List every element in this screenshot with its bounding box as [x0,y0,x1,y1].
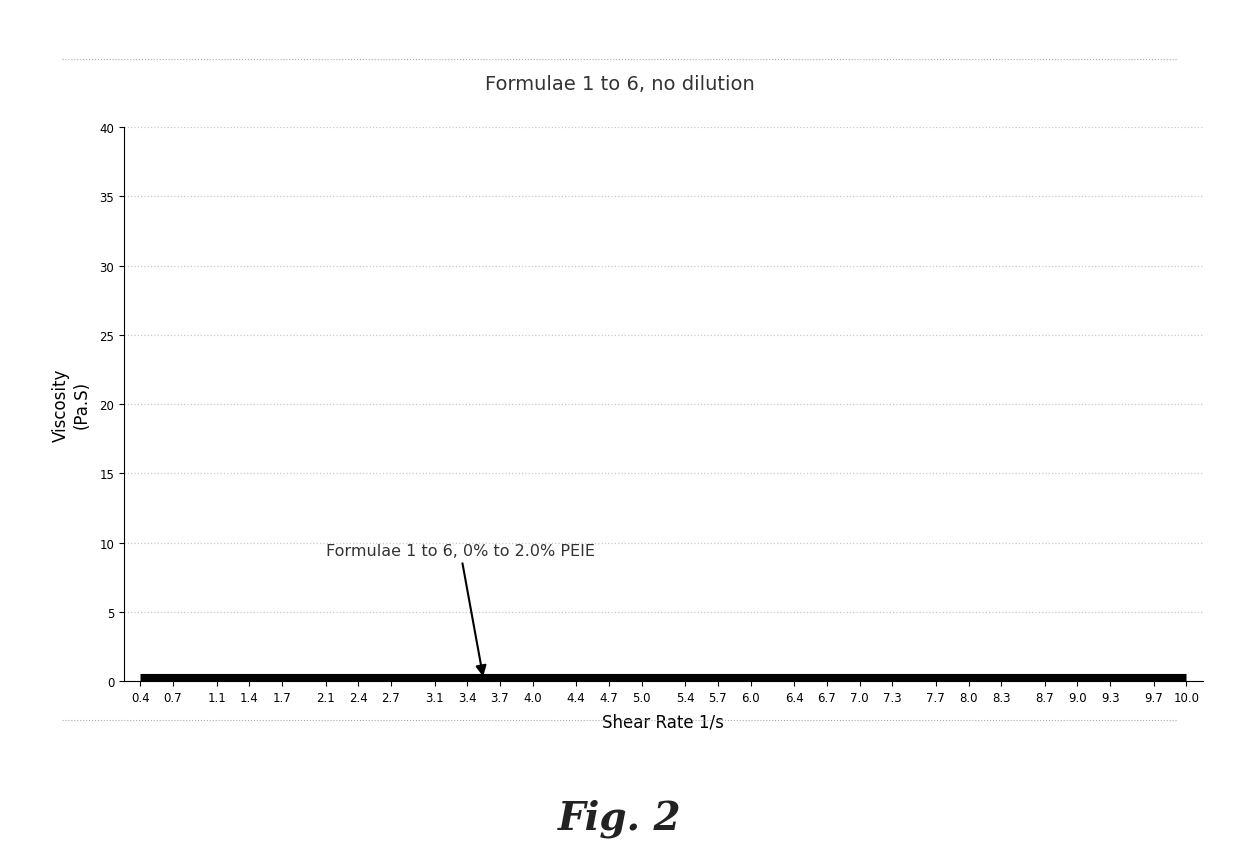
X-axis label: Shear Rate 1/s: Shear Rate 1/s [603,712,724,731]
Text: Formulae 1 to 6, no dilution: Formulae 1 to 6, no dilution [485,75,755,94]
Text: Formulae 1 to 6, 0% to 2.0% PEIE: Formulae 1 to 6, 0% to 2.0% PEIE [326,544,595,675]
Text: Fig. 2: Fig. 2 [558,798,682,838]
Y-axis label: Viscosity
(Pa.S): Viscosity (Pa.S) [52,368,91,441]
